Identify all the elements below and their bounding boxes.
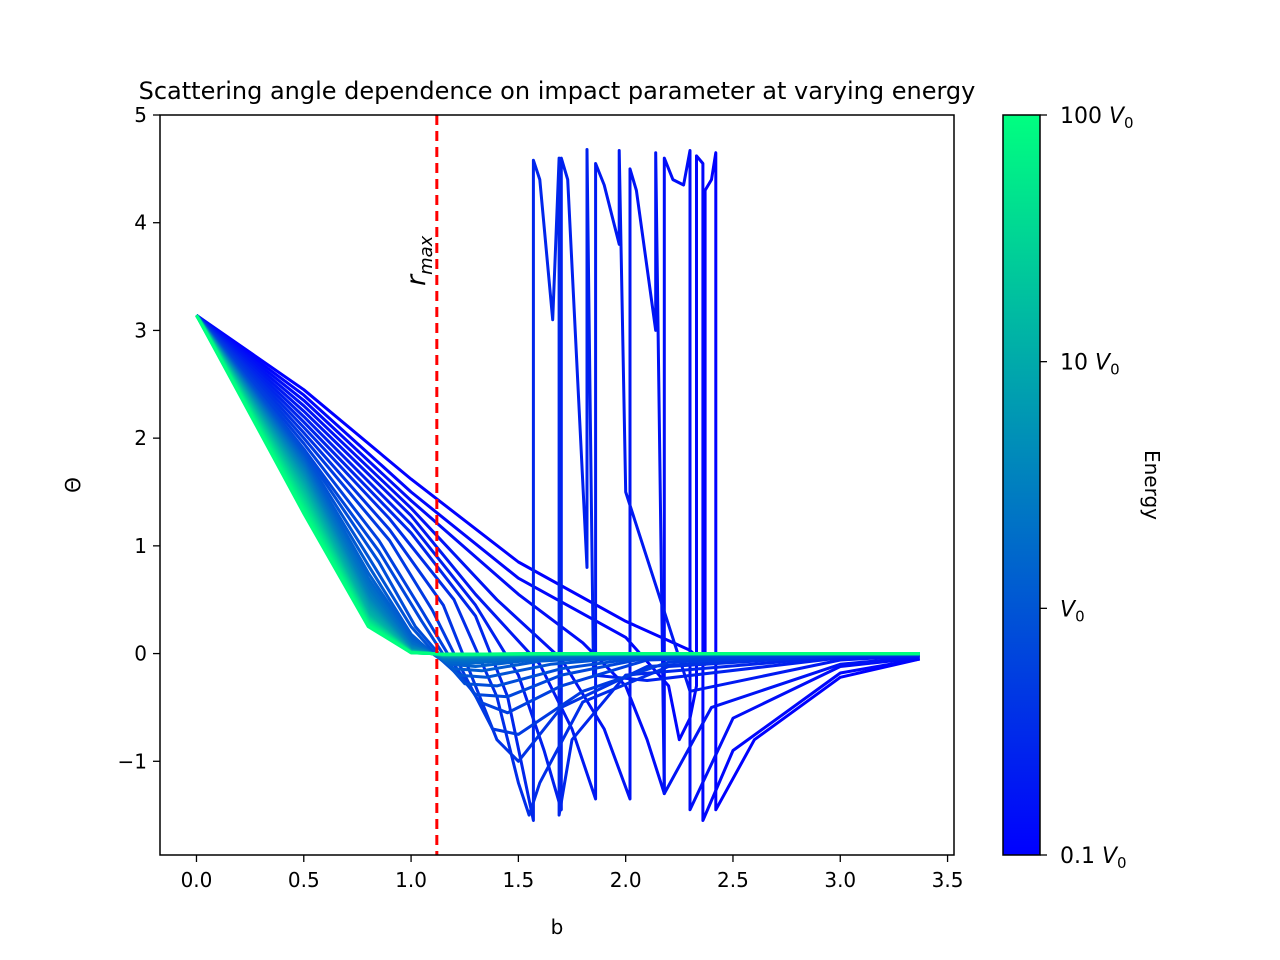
r-max-label: rmax xyxy=(401,235,437,286)
series-line-5 xyxy=(195,148,920,812)
series-line-2 xyxy=(195,149,920,812)
series-layer xyxy=(195,148,921,822)
energy-colorbar xyxy=(1002,114,1041,856)
x-tick-label: 3.5 xyxy=(932,868,964,892)
plot-frame xyxy=(159,114,955,856)
series-line-6 xyxy=(195,156,920,822)
colorbar-tick-label: 10 V0 xyxy=(1060,351,1120,379)
y-tick-label: −1 xyxy=(118,749,147,773)
series-line-3 xyxy=(195,151,920,801)
y-tick-label: 1 xyxy=(134,534,147,558)
x-tick-label: 1.0 xyxy=(395,868,427,892)
y-tick-label: 4 xyxy=(134,211,147,235)
colorbar-ticks: 0.1 V0 V0 10 V0 100 V0 xyxy=(1040,104,1134,872)
colorbar-label: Energy xyxy=(1140,450,1164,520)
x-tick-label: 1.5 xyxy=(502,868,534,892)
y-tick-label: 3 xyxy=(134,318,147,342)
colorbar-tick-label: V0 xyxy=(1060,597,1085,625)
series-line-10 xyxy=(195,314,920,715)
y-tick-label: 0 xyxy=(134,642,147,666)
x-tick-label: 3.0 xyxy=(824,868,856,892)
x-tick-label: 0.0 xyxy=(181,868,213,892)
colorbar-tick-label: 100 V0 xyxy=(1060,104,1134,132)
y-tick-label: 2 xyxy=(134,426,147,450)
series-line-40 xyxy=(195,314,920,656)
y-axis-label: Θ xyxy=(61,477,85,493)
x-tick-label: 0.5 xyxy=(288,868,320,892)
y-tick-label: 5 xyxy=(134,103,147,127)
series-line-8 xyxy=(195,314,920,763)
x-axis-label: b xyxy=(551,915,564,939)
series-line-0 xyxy=(195,151,921,812)
series-line-4 xyxy=(195,149,920,801)
y-axis: −1 0 1 2 3 4 5 xyxy=(118,103,160,773)
x-axis: 0.0 0.5 1.0 1.5 2.0 2.5 3.0 3.5 xyxy=(181,855,964,892)
x-tick-label: 2.5 xyxy=(717,868,749,892)
chart-title: Scattering angle dependence on impact pa… xyxy=(139,77,976,105)
series-line-9 xyxy=(195,314,920,736)
x-tick-label: 2.0 xyxy=(610,868,642,892)
colorbar-tick-label: 0.1 V0 xyxy=(1060,844,1127,872)
